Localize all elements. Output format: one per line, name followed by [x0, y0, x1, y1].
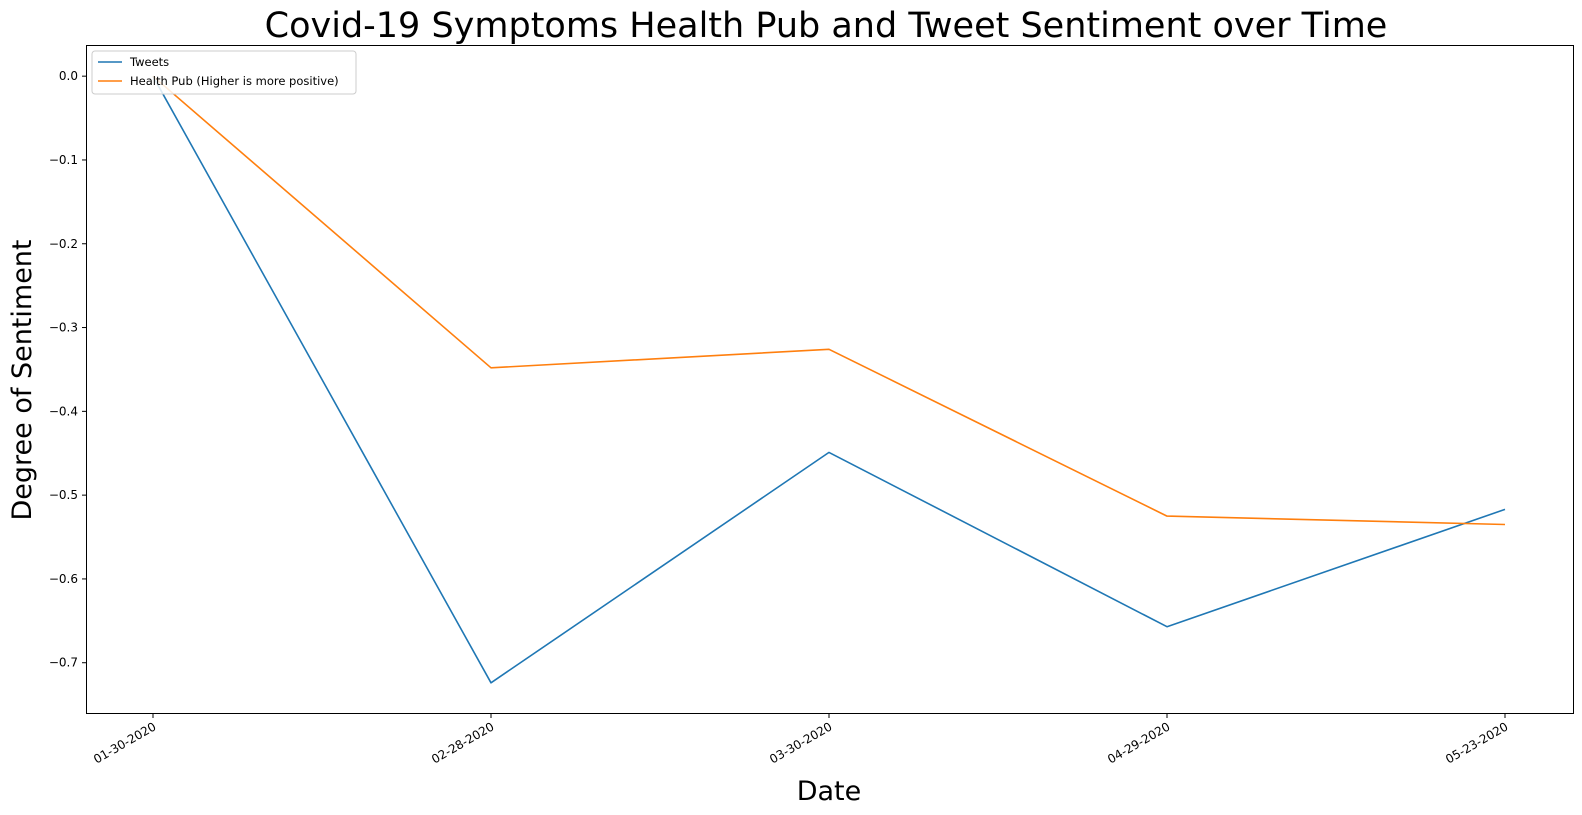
y-axis-label: Degree of Sentiment — [7, 239, 38, 520]
y-tick-label: −0.1 — [49, 153, 78, 167]
legend-label: Health Pub (Higher is more positive) — [130, 74, 339, 88]
legend-box — [91, 50, 357, 95]
x-tick-label: 03-30-2020 — [767, 719, 834, 766]
y-tick-label: 0.0 — [59, 69, 78, 83]
series-line-tweets — [152, 75, 1506, 684]
legend: Tweets Health Pub (Higher is more positiv… — [91, 50, 357, 95]
x-tick-label: 01-30-2020 — [91, 719, 158, 766]
x-axis-label: Date — [797, 776, 862, 807]
legend-label: Tweets — [129, 55, 169, 69]
x-tick-label: 04-29-2020 — [1105, 719, 1172, 766]
y-tick-label: −0.3 — [49, 321, 78, 335]
y-tick-label: −0.2 — [49, 237, 78, 251]
y-axis: 0.0 −0.1 −0.2 −0.3 −0.4 −0.5 −0.6 −0.7 — [49, 69, 87, 670]
series-line-health-pub — [152, 75, 1506, 526]
x-tick-label: 02-28-2020 — [429, 719, 496, 766]
series-lines — [152, 75, 1506, 684]
x-tick-label: 05-23-2020 — [1443, 719, 1510, 766]
x-axis: 01-30-2020 02-28-2020 03-30-2020 04-29-2020… — [91, 713, 1511, 766]
plot-area-frame — [86, 45, 1574, 714]
y-tick-label: −0.4 — [49, 404, 78, 418]
chart-title: Covid-19 Symptoms Health Pub and Tweet S… — [265, 6, 1388, 46]
y-tick-label: −0.6 — [49, 572, 78, 586]
y-tick-label: −0.7 — [49, 656, 78, 670]
y-tick-label: −0.5 — [49, 488, 78, 502]
